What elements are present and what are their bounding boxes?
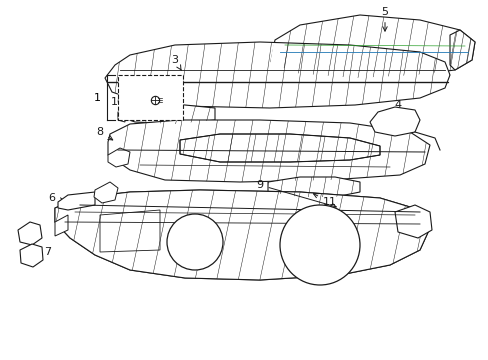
Text: 5: 5 (381, 7, 387, 31)
Bar (118, 75, 183, 120)
Text: 10: 10 (111, 97, 129, 112)
Polygon shape (55, 190, 429, 280)
Circle shape (167, 214, 223, 270)
Polygon shape (55, 215, 68, 236)
PathPatch shape (449, 30, 474, 70)
Polygon shape (94, 182, 118, 203)
Polygon shape (394, 205, 431, 238)
PathPatch shape (269, 15, 474, 78)
PathPatch shape (55, 190, 429, 280)
Polygon shape (20, 244, 43, 267)
PathPatch shape (267, 177, 359, 197)
PathPatch shape (180, 134, 379, 162)
Text: 3: 3 (171, 55, 181, 70)
Text: 7: 7 (36, 247, 51, 257)
PathPatch shape (105, 42, 449, 108)
Text: 9: 9 (256, 180, 336, 208)
Text: 11: 11 (313, 194, 336, 207)
Polygon shape (108, 148, 130, 167)
Text: 1: 1 (93, 93, 101, 103)
Polygon shape (118, 116, 125, 122)
Polygon shape (18, 222, 42, 245)
Text: 6: 6 (48, 193, 64, 203)
Polygon shape (58, 192, 95, 210)
PathPatch shape (108, 120, 429, 182)
Text: 2: 2 (124, 97, 143, 107)
Circle shape (280, 205, 359, 285)
Polygon shape (369, 107, 419, 136)
Text: 4: 4 (393, 100, 401, 121)
Text: 8: 8 (96, 127, 113, 140)
PathPatch shape (118, 104, 215, 124)
